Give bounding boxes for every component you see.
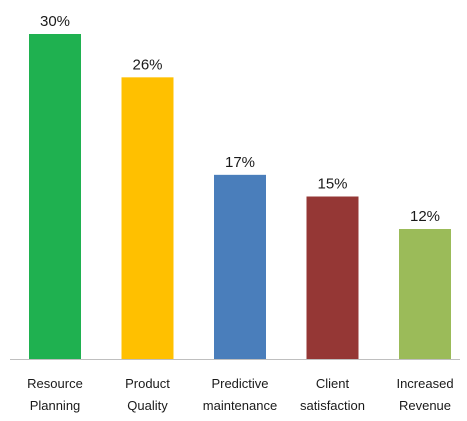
data-label-3: 15% — [317, 176, 347, 193]
bar-0 — [29, 34, 81, 359]
data-label-4: 12% — [410, 208, 440, 225]
category-label-4-line-0: Increased — [396, 376, 453, 391]
data-label-1: 26% — [132, 56, 162, 73]
bar-2 — [214, 174, 266, 359]
category-label-1-line-1: Quality — [127, 398, 168, 413]
category-label-1-line-0: Product — [125, 376, 170, 391]
category-label-3-line-0: Client — [316, 376, 350, 391]
category-label-2-line-0: Predictive — [211, 376, 268, 391]
category-label-0-line-0: Resource — [27, 376, 83, 391]
bar-3 — [306, 196, 359, 359]
category-label-2-line-1: maintenance — [203, 398, 277, 413]
data-label-0: 30% — [40, 13, 70, 30]
data-label-2: 17% — [225, 154, 255, 171]
labels-group: 30% Resource Planning 26% Product Quality 17% P… — [27, 13, 453, 413]
bars-group — [29, 34, 451, 359]
category-label-4-line-1: Revenue — [399, 398, 451, 413]
bar-4 — [399, 229, 451, 359]
category-label-0-line-1: Planning — [30, 398, 81, 413]
bar-1 — [121, 77, 174, 359]
category-label-3-line-1: satisfaction — [300, 398, 365, 413]
